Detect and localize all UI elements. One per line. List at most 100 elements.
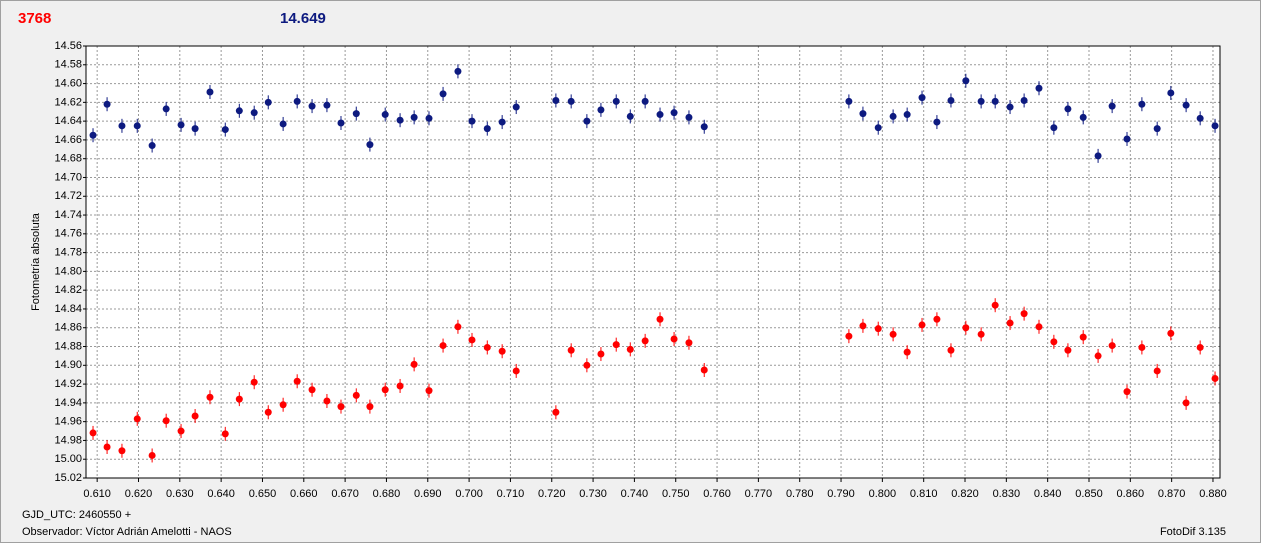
- x-tick-label: 0.830: [993, 488, 1021, 500]
- y-tick-label: 14.68: [54, 153, 82, 165]
- data-point: [264, 408, 272, 416]
- data-point: [947, 346, 955, 354]
- data-point: [133, 122, 141, 130]
- data-point: [1050, 338, 1058, 346]
- data-point: [1123, 135, 1131, 143]
- data-point: [425, 114, 433, 122]
- data-point: [293, 97, 301, 105]
- x-tick-label: 0.760: [703, 488, 731, 500]
- data-point: [567, 97, 575, 105]
- data-point: [1211, 122, 1219, 130]
- y-tick-label: 14.84: [54, 303, 82, 315]
- data-point: [641, 97, 649, 105]
- y-tick-label: 14.70: [54, 171, 82, 183]
- data-point: [889, 330, 897, 338]
- data-point: [148, 142, 156, 150]
- y-tick-label: 14.90: [54, 359, 82, 371]
- data-point: [337, 403, 345, 411]
- data-point: [612, 97, 620, 105]
- x-tick-label: 0.770: [745, 488, 773, 500]
- data-point: [903, 348, 911, 356]
- data-point: [206, 393, 214, 401]
- x-axis-label: GJD_UTC: 2460550 +: [22, 509, 131, 521]
- data-point: [264, 98, 272, 106]
- data-point: [366, 403, 374, 411]
- x-tick-label: 0.790: [827, 488, 855, 500]
- data-point: [1196, 343, 1204, 351]
- data-point: [1196, 114, 1204, 122]
- x-tick-label: 0.750: [662, 488, 690, 500]
- x-tick-label: 0.880: [1199, 488, 1227, 500]
- data-point: [512, 103, 520, 111]
- data-point: [1079, 113, 1087, 121]
- plot-area: [86, 46, 1220, 478]
- data-point: [439, 90, 447, 98]
- x-tick-label: 0.850: [1075, 488, 1103, 500]
- data-point: [483, 125, 491, 133]
- data-point: [337, 119, 345, 127]
- y-tick-label: 14.60: [54, 77, 82, 89]
- y-tick-label: 14.98: [54, 434, 82, 446]
- data-point: [396, 116, 404, 124]
- x-tick-label: 0.640: [207, 488, 235, 500]
- data-point: [962, 324, 970, 332]
- y-tick-label: 14.76: [54, 228, 82, 240]
- data-point: [352, 110, 360, 118]
- data-point: [933, 315, 941, 323]
- data-point: [874, 124, 882, 132]
- data-point: [279, 401, 287, 409]
- y-tick-label: 14.72: [54, 190, 82, 202]
- data-point: [250, 109, 258, 117]
- y-tick-label: 14.78: [54, 247, 82, 259]
- y-tick-label: 14.88: [54, 340, 82, 352]
- data-point: [396, 382, 404, 390]
- data-point: [656, 111, 664, 119]
- y-tick-label: 15.00: [54, 453, 82, 465]
- data-point: [206, 88, 214, 96]
- data-point: [670, 335, 678, 343]
- data-point: [567, 346, 575, 354]
- y-tick-label: 14.56: [54, 40, 82, 52]
- y-axis-label: Fotometría absoluta: [30, 212, 42, 311]
- data-point: [933, 118, 941, 126]
- data-point: [991, 97, 999, 105]
- x-tick-label: 0.840: [1034, 488, 1062, 500]
- x-tick-label: 0.860: [1117, 488, 1145, 500]
- x-tick-label: 0.620: [125, 488, 153, 500]
- data-point: [425, 387, 433, 395]
- data-point: [118, 122, 126, 130]
- data-point: [279, 120, 287, 128]
- data-point: [235, 107, 243, 115]
- data-point: [235, 395, 243, 403]
- data-point: [454, 323, 462, 331]
- data-point: [1094, 152, 1102, 160]
- x-tick-label: 0.800: [869, 488, 897, 500]
- data-point: [700, 123, 708, 131]
- y-tick-label: 14.80: [54, 265, 82, 277]
- data-point: [641, 337, 649, 345]
- data-point: [656, 315, 664, 323]
- y-tick-label: 14.74: [54, 209, 82, 221]
- x-tick-label: 0.610: [83, 488, 111, 500]
- software: FotoDif 3.135: [1160, 526, 1226, 538]
- data-point: [977, 97, 985, 105]
- x-tick-label: 0.820: [951, 488, 979, 500]
- data-point: [162, 105, 170, 113]
- data-point: [1006, 103, 1014, 111]
- data-point: [685, 113, 693, 121]
- data-point: [103, 100, 111, 108]
- data-point: [381, 111, 389, 119]
- data-point: [962, 77, 970, 85]
- y-tick-label: 14.86: [54, 322, 82, 334]
- data-point: [221, 126, 229, 134]
- x-tick-label: 0.780: [786, 488, 814, 500]
- x-tick-label: 0.680: [373, 488, 401, 500]
- y-tick-label: 14.92: [54, 378, 82, 390]
- observer: Observador: Víctor Adrián Amelotti - NAO…: [22, 526, 232, 538]
- data-point: [410, 360, 418, 368]
- x-tick-label: 0.740: [621, 488, 649, 500]
- data-point: [552, 408, 560, 416]
- data-point: [1020, 96, 1028, 104]
- data-point: [498, 118, 506, 126]
